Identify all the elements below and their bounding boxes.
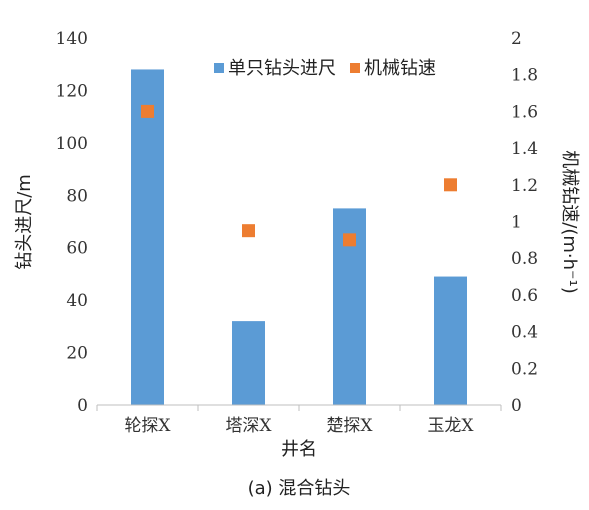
left-axis-ticks: 0 20 40 60 80 100 120 140 [56,29,88,416]
y2-tick-label: 1.4 [511,139,538,159]
y2-tick-label: 1.8 [511,66,538,86]
x-tick-label: 塔深X [225,416,272,436]
y2-tick-label: 0.4 [511,323,538,343]
x-tick-label: 楚探X [326,416,373,436]
point-楚探X [343,233,356,247]
y-axis-title: 钻头进尺/m [14,174,35,270]
bar-玉龙X [434,276,467,405]
y2-tick-label: 1 [511,213,522,233]
y-tick-label: 0 [77,396,88,416]
legend-label-bar: 单只钻头进尺 [228,58,336,79]
y-tick-label: 40 [66,291,88,311]
y2-tick-label: 0.2 [511,359,538,379]
point-塔深X [242,224,255,238]
bar-塔深X [232,321,265,405]
point-玉龙X [444,178,457,192]
y-tick-label: 140 [56,29,88,49]
y2-tick-label: 0 [511,396,522,416]
figure-caption: (a) 混合钻头 [248,478,351,499]
y2-tick-label: 2 [511,29,522,49]
x-tick-label: 玉龙X [427,416,474,436]
y2-tick-label: 1.2 [511,176,538,196]
y-tick-label: 20 [66,344,88,364]
legend-swatch-scatter [350,63,360,73]
legend-swatch-bar [214,63,224,73]
y-tick-label: 60 [66,239,88,259]
y2-tick-label: 1.6 [511,102,538,122]
legend: 单只钻头进尺 机械钻速 [214,58,436,79]
y-tick-label: 120 [56,81,88,101]
x-axis-title: 井名 [281,439,317,460]
x-tick-label: 轮探X [124,416,171,436]
bar-series [131,69,467,405]
y2-axis-title: 机械钻速/(m·h⁻¹) [559,150,580,294]
y-tick-label: 80 [66,186,88,206]
y2-tick-label: 0.8 [511,249,538,269]
bar-轮探X [131,69,164,405]
legend-label-scatter: 机械钻速 [364,58,436,79]
category-ticks: 轮探X 塔深X 楚探X 玉龙X [96,405,502,436]
scatter-series [141,104,457,247]
y-tick-label: 100 [56,134,88,154]
point-轮探X [141,104,154,118]
right-axis-ticks: 0 0.2 0.4 0.6 0.8 1 1.2 1.4 1.6 1.8 2 [511,29,538,416]
y2-tick-label: 0.6 [511,286,538,306]
